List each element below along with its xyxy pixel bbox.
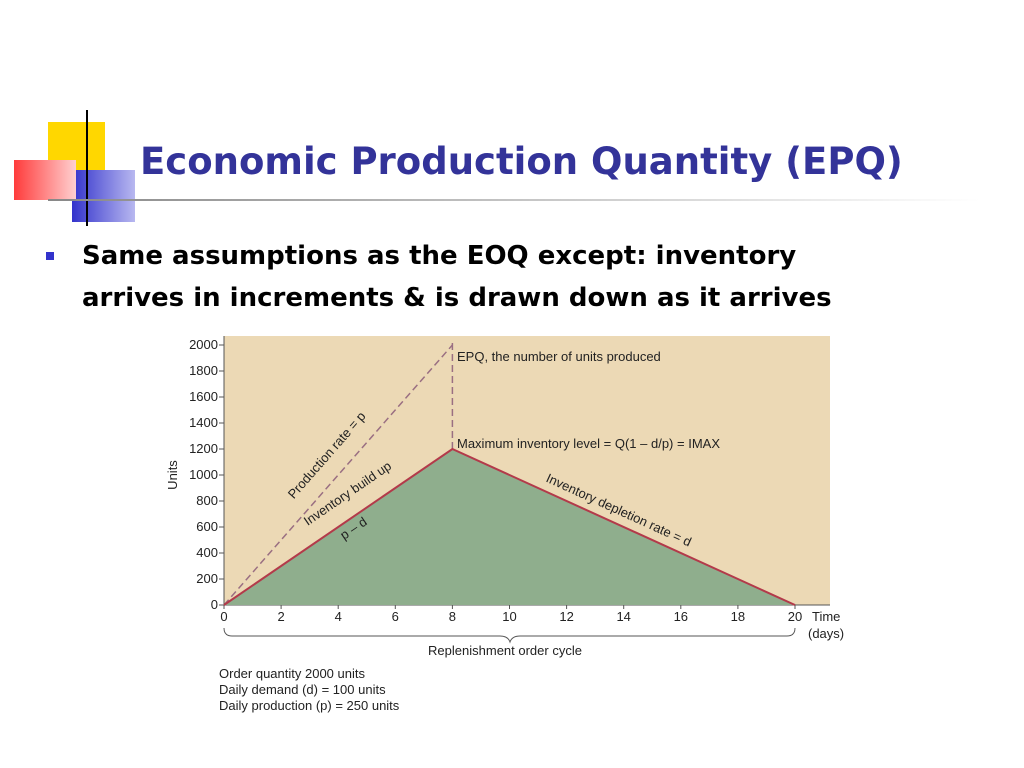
cycle-brace bbox=[223, 627, 796, 644]
x-tick-label: 14 bbox=[616, 609, 630, 624]
x-tick-label: 0 bbox=[220, 609, 227, 624]
bullet-text: Same assumptions as the EOQ except: inve… bbox=[82, 241, 796, 271]
y-tick-label: 800 bbox=[196, 493, 218, 508]
x-tick-label: 20 bbox=[788, 609, 802, 624]
note: Daily demand (d) = 100 units bbox=[219, 682, 386, 697]
bullet-text: arrives in increments & is drawn down as… bbox=[82, 283, 832, 313]
annotation: EPQ, the number of units produced bbox=[457, 349, 661, 364]
x-tick-label: 16 bbox=[674, 609, 688, 624]
annotation: Maximum inventory level = Q(1 – d/p) = I… bbox=[457, 436, 720, 451]
x-axis-label: Time bbox=[812, 609, 840, 624]
deco-red bbox=[14, 160, 76, 200]
x-tick-label: 8 bbox=[449, 609, 456, 624]
x-tick-label: 6 bbox=[392, 609, 399, 624]
note: Daily production (p) = 250 units bbox=[219, 698, 400, 713]
deco-blue bbox=[72, 170, 135, 222]
y-tick-label: 1200 bbox=[189, 441, 218, 456]
x-tick-label: 10 bbox=[502, 609, 516, 624]
x-tick-label: 2 bbox=[277, 609, 284, 624]
y-tick-label: 1400 bbox=[189, 415, 218, 430]
y-axis-label: Units bbox=[165, 460, 180, 490]
y-tick-label: 1800 bbox=[189, 363, 218, 378]
cycle-label: Replenishment order cycle bbox=[428, 643, 582, 658]
chart: 0 200 400 600 800 1000 1200 1400 1600 1800 2000 0 2 4… bbox=[165, 336, 844, 713]
y-tick-label: 2000 bbox=[189, 337, 218, 352]
y-tick-label: 200 bbox=[196, 571, 218, 586]
title-rule bbox=[48, 199, 980, 201]
y-tick-label: 400 bbox=[196, 545, 218, 560]
area bbox=[224, 449, 795, 605]
x-tick-label: 12 bbox=[559, 609, 573, 624]
y-tick-label: 600 bbox=[196, 519, 218, 534]
x-tick-label: 18 bbox=[731, 609, 745, 624]
series-line bbox=[223, 344, 453, 606]
y-tick-label: 1000 bbox=[189, 467, 218, 482]
y-tick-label: 1600 bbox=[189, 389, 218, 404]
note: Order quantity 2000 units bbox=[219, 666, 365, 681]
bullet-marker bbox=[46, 252, 54, 260]
x-axis-label: (days) bbox=[808, 626, 844, 641]
series-line bbox=[223, 447, 796, 606]
y-tick-label: 0 bbox=[211, 597, 218, 612]
slide-title: Economic Production Quantity (EPQ) bbox=[140, 140, 903, 183]
x-tick-label: 4 bbox=[335, 609, 342, 624]
